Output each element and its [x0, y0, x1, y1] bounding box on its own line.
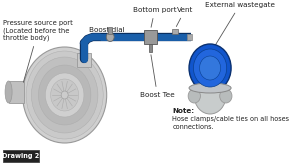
Circle shape — [194, 78, 226, 114]
FancyBboxPatch shape — [3, 150, 39, 162]
Text: Drawing 2: Drawing 2 — [2, 153, 40, 159]
Bar — [187, 34, 192, 40]
Text: Hose clamps/cable ties on all hoses
connections.: Hose clamps/cable ties on all hoses conn… — [172, 116, 290, 130]
Circle shape — [22, 47, 107, 143]
Circle shape — [32, 57, 98, 133]
Text: Boost dial: Boost dial — [89, 27, 125, 33]
Circle shape — [106, 32, 114, 41]
Bar — [144, 30, 157, 44]
Circle shape — [189, 44, 231, 92]
Ellipse shape — [5, 81, 12, 103]
Ellipse shape — [220, 89, 232, 103]
Circle shape — [194, 49, 227, 87]
Bar — [149, 44, 152, 52]
Bar — [9, 81, 24, 103]
Text: Boost Tee: Boost Tee — [140, 55, 175, 98]
Ellipse shape — [189, 83, 231, 93]
Bar — [172, 29, 178, 34]
Circle shape — [200, 56, 220, 80]
Ellipse shape — [188, 89, 200, 103]
Text: Pressure source port
(Located before the
throttle body): Pressure source port (Located before the… — [3, 20, 73, 82]
Circle shape — [51, 79, 79, 111]
Circle shape — [26, 51, 103, 139]
Text: Vent: Vent — [176, 7, 193, 27]
Bar — [77, 53, 91, 67]
Text: Bottom port: Bottom port — [133, 7, 177, 27]
Circle shape — [61, 91, 68, 99]
Text: Note:: Note: — [172, 108, 194, 114]
Circle shape — [38, 65, 91, 125]
Circle shape — [45, 73, 84, 117]
Text: External wastegate: External wastegate — [205, 2, 275, 46]
Bar — [108, 27, 112, 34]
